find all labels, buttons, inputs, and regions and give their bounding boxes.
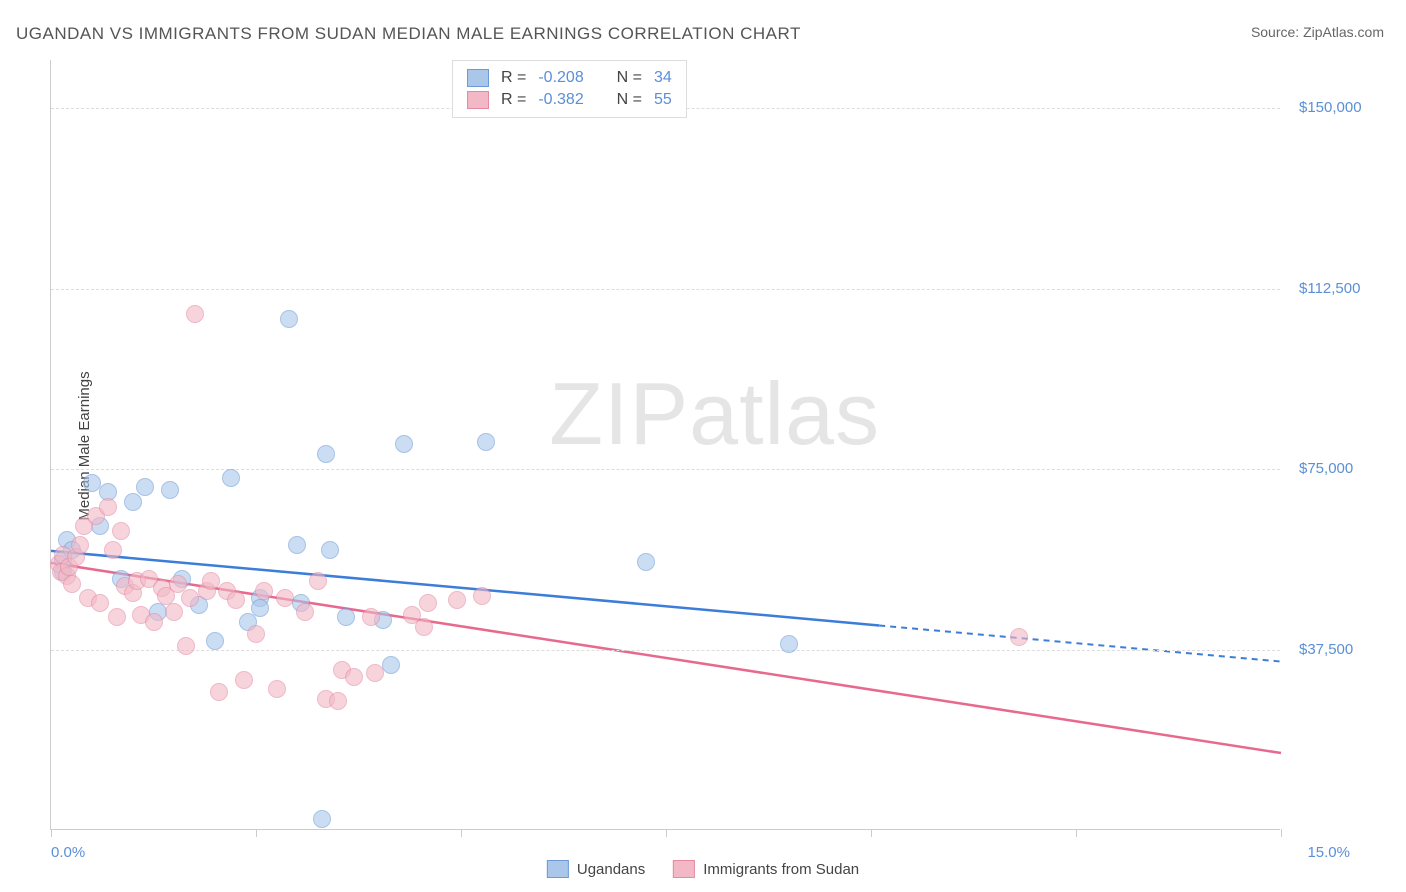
- scatter-point: [362, 608, 380, 626]
- x-tick: [256, 829, 257, 837]
- x-label-left: 0.0%: [51, 844, 85, 861]
- scatter-point: [255, 582, 273, 600]
- scatter-point: [63, 575, 81, 593]
- scatter-point: [222, 469, 240, 487]
- scatter-point: [329, 692, 347, 710]
- scatter-point: [313, 810, 331, 828]
- scatter-point: [1010, 628, 1028, 646]
- scatter-point: [186, 305, 204, 323]
- n-label: N =: [617, 69, 642, 87]
- scatter-point: [366, 664, 384, 682]
- n-value: 34: [654, 69, 672, 87]
- n-value: 55: [654, 91, 672, 109]
- r-label: R =: [501, 69, 526, 87]
- y-tick-label: $112,500: [1299, 280, 1360, 297]
- scatter-point: [177, 637, 195, 655]
- n-label: N =: [617, 91, 642, 109]
- scatter-point: [165, 603, 183, 621]
- x-tick: [461, 829, 462, 837]
- series-legend-item: Immigrants from Sudan: [673, 860, 859, 878]
- scatter-point: [473, 587, 491, 605]
- scatter-point: [235, 671, 253, 689]
- scatter-point: [276, 589, 294, 607]
- x-tick: [51, 829, 52, 837]
- x-tick: [666, 829, 667, 837]
- legend-swatch: [467, 69, 489, 87]
- x-label-right: 15.0%: [1307, 844, 1350, 861]
- scatter-point: [91, 594, 109, 612]
- r-value: -0.382: [538, 91, 583, 109]
- legend-swatch: [467, 91, 489, 109]
- scatter-point: [71, 536, 89, 554]
- scatter-point: [251, 599, 269, 617]
- scatter-point: [296, 603, 314, 621]
- y-tick-label: $150,000: [1299, 99, 1362, 116]
- scatter-point: [112, 522, 130, 540]
- scatter-point: [345, 668, 363, 686]
- scatter-point: [321, 541, 339, 559]
- scatter-point: [280, 310, 298, 328]
- scatter-point: [145, 613, 163, 631]
- scatter-point: [448, 591, 466, 609]
- scatter-point: [780, 635, 798, 653]
- scatter-point: [395, 435, 413, 453]
- scatter-point: [108, 608, 126, 626]
- series-name: Immigrants from Sudan: [703, 861, 859, 878]
- scatter-point: [415, 618, 433, 636]
- gridline: [51, 650, 1280, 651]
- scatter-point: [419, 594, 437, 612]
- x-tick: [871, 829, 872, 837]
- plot-area: ZIPatlas $37,500$75,000$112,500$150,0000…: [50, 60, 1280, 830]
- scatter-point: [83, 474, 101, 492]
- scatter-point: [247, 625, 265, 643]
- legend-row: R = -0.382 N = 55: [467, 89, 672, 111]
- scatter-point: [161, 481, 179, 499]
- x-tick: [1281, 829, 1282, 837]
- scatter-point: [288, 536, 306, 554]
- scatter-point: [477, 433, 495, 451]
- correlation-legend: R = -0.208 N = 34 R = -0.382 N = 55: [452, 60, 687, 118]
- r-value: -0.208: [538, 69, 583, 87]
- scatter-point: [637, 553, 655, 571]
- y-tick-label: $37,500: [1299, 641, 1353, 658]
- scatter-point: [382, 656, 400, 674]
- r-label: R =: [501, 91, 526, 109]
- scatter-point: [227, 591, 245, 609]
- scatter-point: [309, 572, 327, 590]
- y-tick-label: $75,000: [1299, 460, 1353, 477]
- gridline: [51, 289, 1280, 290]
- scatter-point: [104, 541, 122, 559]
- series-legend-item: Ugandans: [547, 860, 645, 878]
- legend-swatch: [547, 860, 569, 878]
- scatter-point: [181, 589, 199, 607]
- legend-row: R = -0.208 N = 34: [467, 67, 672, 89]
- scatter-point: [317, 445, 335, 463]
- scatter-point: [202, 572, 220, 590]
- trend-lines: [51, 60, 1280, 829]
- legend-swatch: [673, 860, 695, 878]
- series-legend: Ugandans Immigrants from Sudan: [547, 860, 859, 878]
- scatter-point: [337, 608, 355, 626]
- series-name: Ugandans: [577, 861, 645, 878]
- scatter-point: [206, 632, 224, 650]
- scatter-point: [268, 680, 286, 698]
- scatter-point: [99, 498, 117, 516]
- x-tick: [1076, 829, 1077, 837]
- scatter-point: [210, 683, 228, 701]
- chart-title: UGANDAN VS IMMIGRANTS FROM SUDAN MEDIAN …: [16, 24, 801, 44]
- source-label: Source: ZipAtlas.com: [1251, 24, 1384, 40]
- trend-line-extension: [879, 625, 1281, 661]
- scatter-point: [136, 478, 154, 496]
- scatter-point: [124, 493, 142, 511]
